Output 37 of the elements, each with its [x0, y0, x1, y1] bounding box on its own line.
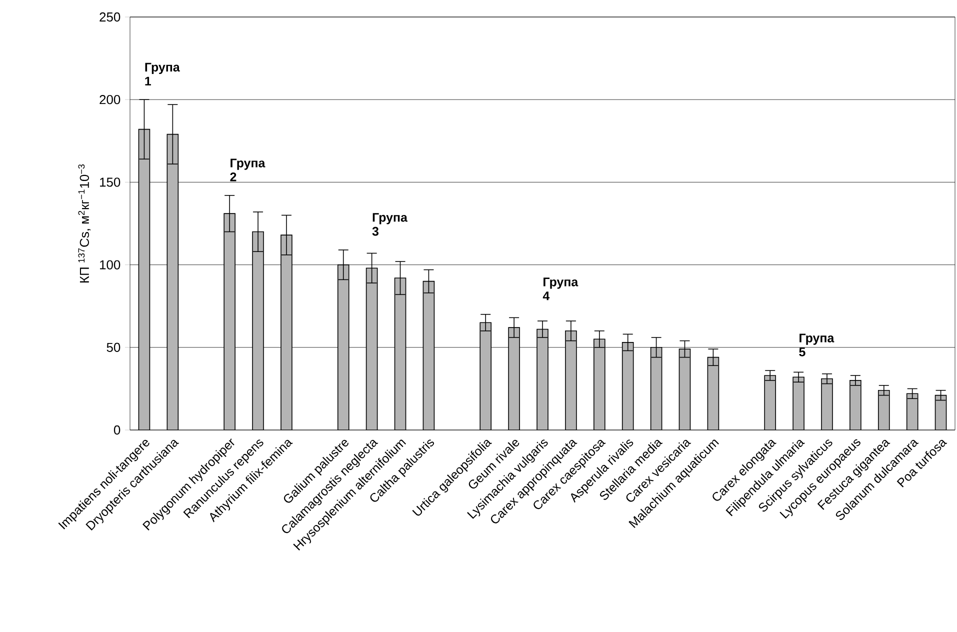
- bar: [166, 134, 179, 430]
- bar: [422, 280, 435, 430]
- bar: [622, 342, 634, 430]
- bar: [792, 376, 804, 430]
- annotation: Група 5: [799, 334, 834, 356]
- bar: [337, 264, 350, 430]
- bar: [821, 378, 833, 430]
- y-tick-label: 50: [106, 342, 120, 352]
- y-tick-label: 100: [100, 260, 120, 270]
- annotation: Група 2: [230, 158, 266, 182]
- y-tick-label: 0: [114, 425, 120, 435]
- bar: [850, 380, 862, 430]
- annotation: Група 3: [372, 213, 408, 236]
- bar: [594, 338, 606, 430]
- bar: [280, 234, 292, 430]
- bar: [536, 328, 548, 430]
- y-tick-label: 250: [100, 12, 120, 22]
- bar: [224, 213, 236, 430]
- bar: [678, 348, 691, 430]
- y-axis-title: КП $^{137}$Cs, м$^{2}$кг$^{−1}$10$^{−3}$: [78, 164, 91, 282]
- bar: [565, 330, 577, 430]
- annotation: Група 1: [145, 62, 180, 86]
- annotation: Група 4: [542, 278, 578, 300]
- bar: [394, 278, 406, 430]
- bar: [366, 268, 378, 430]
- bar: [138, 128, 150, 430]
- bar: [650, 347, 662, 430]
- bar: [707, 356, 720, 430]
- y-tick-label: 150: [100, 178, 120, 187]
- bar: [252, 231, 264, 430]
- y-tick-label: 200: [100, 95, 120, 104]
- bar: [906, 393, 918, 430]
- bar: [764, 375, 776, 430]
- bar: [934, 394, 947, 430]
- bar: [508, 327, 520, 430]
- bar: [480, 322, 492, 430]
- bar: [878, 390, 890, 430]
